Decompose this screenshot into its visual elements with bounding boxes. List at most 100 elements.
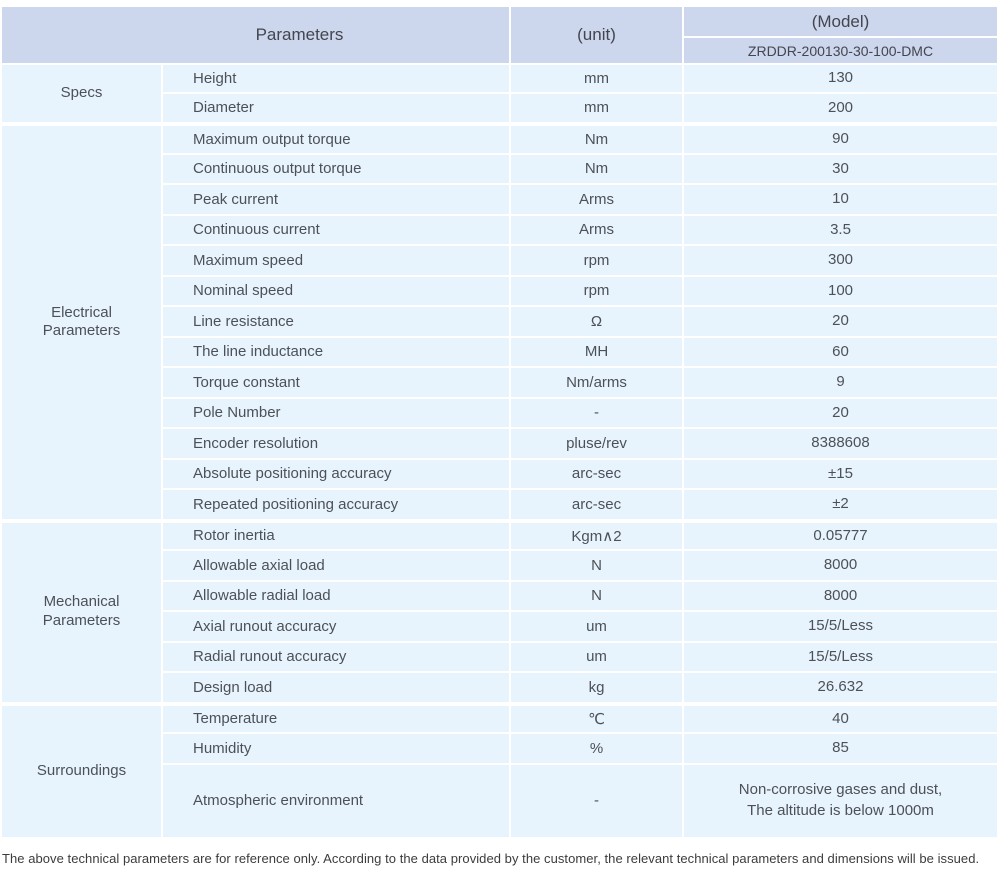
model-value-cell: 85 [684,734,997,765]
model-value-cell: 130 [684,63,997,94]
unit-cell: ℃ [511,703,684,734]
model-value-cell: 0.05777 [684,520,997,551]
parameter-name-cell: Humidity [163,734,511,765]
section-label-surroundings: Surroundings [2,703,163,839]
table-row: Surroundings Temperature ℃ 40 [2,703,997,839]
table-row: Maximum speed rpm 300 [2,246,997,277]
unit-cell: mm [511,93,684,124]
table-row: Axial runout accuracy um 15/5/Less [2,612,997,643]
model-value-cell: 8388608 [684,429,997,460]
parameter-name-cell: Radial runout accuracy [163,642,511,673]
unit-cell: Arms [511,185,684,216]
table-row: Design load kg 26.632 [2,673,997,704]
table-row: Radial runout accuracy um 15/5/Less [2,642,997,673]
spec-table-header: Parameters (unit) (Model) ZRDDR-200130-3… [2,7,997,63]
model-value-cell: Non-corrosive gases and dust, The altitu… [684,764,997,839]
model-value-cell: 100 [684,276,997,307]
unit-cell: rpm [511,276,684,307]
model-value-cell: ±15 [684,459,997,490]
table-row: Atmospheric environment - Non-corrosive ga… [2,764,997,839]
unit-cell: - [511,398,684,429]
parameter-name-cell: Continuous current [163,215,511,246]
model-value-cell: 20 [684,398,997,429]
header-model-code: ZRDDR-200130-30-100-DMC [684,38,997,63]
parameter-name-cell: Rotor inertia [163,520,511,551]
table-row: Nominal speed rpm 100 [2,276,997,307]
unit-cell: um [511,642,684,673]
unit-cell: Nm/arms [511,368,684,399]
section-label-mechanical-parameters: Mechanical Parameters [2,520,163,704]
table-row: Repeated positioning accuracy arc-sec ±2 [2,490,997,521]
parameter-name-cell: Line resistance [163,307,511,338]
model-value-cell: 90 [684,124,997,155]
unit-cell: % [511,734,684,765]
table-row: Line resistance Ω 20 [2,307,997,338]
model-value-cell: 9 [684,368,997,399]
parameter-name-cell: Maximum speed [163,246,511,277]
parameter-name-cell: Nominal speed [163,276,511,307]
table-row: Mechanical Parameters Rotor inertia Kgm∧2 0… [2,520,997,704]
parameter-name-cell: Allowable radial load [163,581,511,612]
model-value-cell: 20 [684,307,997,338]
spec-table: Parameters (unit) (Model) ZRDDR-200130-3… [2,7,997,839]
table-row: Allowable radial load N 8000 [2,581,997,612]
model-value-cell: 60 [684,337,997,368]
unit-cell: N [511,581,684,612]
unit-cell: arc-sec [511,459,684,490]
unit-cell: MH [511,337,684,368]
model-value-cell: 300 [684,246,997,277]
table-row: Pole Number -20 [2,398,997,429]
parameter-name-cell: Repeated positioning accuracy [163,490,511,521]
model-value-cell: 15/5/Less [684,642,997,673]
model-value-cell: ±2 [684,490,997,521]
model-value-cell: 8000 [684,551,997,582]
model-value-cell: 40 [684,703,997,734]
spec-table-body: Specs Height mm 130 Diameter mm 200 Electrical … [2,63,997,839]
header-unit-label: (unit) [511,7,684,63]
model-value-cell: 15/5/Less [684,612,997,643]
header-model-label: (Model) [684,7,997,38]
parameter-name-cell: Allowable axial load [163,551,511,582]
unit-cell: N [511,551,684,582]
table-row: Electrical Parameters Maximum output torq… [2,124,997,521]
table-row: Diameter mm 200 [2,93,997,124]
model-value-cell: 200 [684,93,997,124]
parameter-name-cell: The line inductance [163,337,511,368]
parameter-name-cell: Height [163,63,511,94]
section-label-specs: Specs [2,63,163,124]
unit-cell: - [511,764,684,839]
parameter-name-cell: Peak current [163,185,511,216]
unit-cell: um [511,612,684,643]
footnote-text: The above technical parameters are for r… [2,850,980,866]
parameter-name-cell: Diameter [163,93,511,124]
unit-cell: Kgm∧2 [511,520,684,551]
model-value-cell: 10 [684,185,997,216]
model-value-cell: 26.632 [684,673,997,704]
parameter-name-cell: Maximum output torque [163,124,511,155]
parameter-name-cell: Torque constant [163,368,511,399]
model-value-cell: 30 [684,154,997,185]
table-row: Humidity% 85 [2,734,997,765]
table-row: Encoder resolution pluse/rev 8388608 [2,429,997,460]
parameter-name-cell: Atmospheric environment [163,764,511,839]
parameter-name-cell: Encoder resolution [163,429,511,460]
header-parameters-label: Parameters [2,7,511,63]
parameter-name-cell: Temperature [163,703,511,734]
parameter-name-cell: Axial runout accuracy [163,612,511,643]
table-row: Absolute positioning accuracy arc-sec ±15 [2,459,997,490]
table-row: Continuous output torque Nm 30 [2,154,997,185]
unit-cell: Nm [511,154,684,185]
unit-cell: mm [511,63,684,94]
model-value-cell: 8000 [684,581,997,612]
unit-cell: rpm [511,246,684,277]
table-row: Specs Height mm 130 [2,63,997,124]
unit-cell: Ω [511,307,684,338]
section-label-electrical-parameters: Electrical Parameters [2,124,163,521]
unit-cell: Arms [511,215,684,246]
table-row: Allowable axial load N 8000 [2,551,997,582]
unit-cell: kg [511,673,684,704]
table-row: Peak current Arms 10 [2,185,997,216]
parameter-name-cell: Design load [163,673,511,704]
unit-cell: pluse/rev [511,429,684,460]
